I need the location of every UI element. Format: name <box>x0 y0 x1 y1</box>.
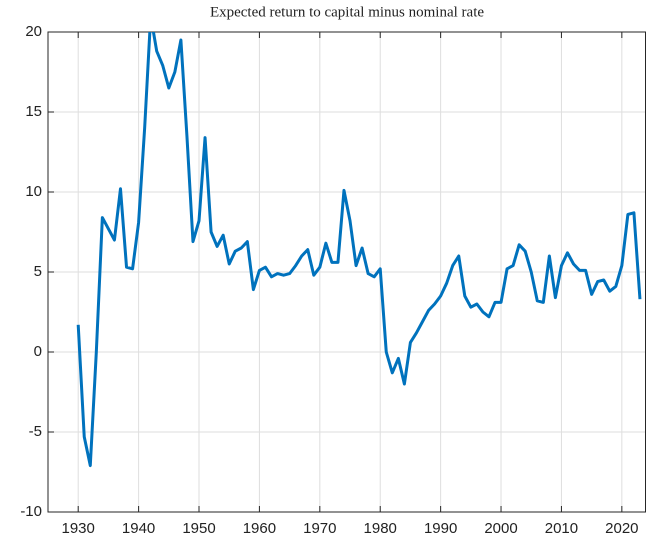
x-tick-label: 1990 <box>424 520 457 537</box>
x-tick-label: 1930 <box>62 520 95 537</box>
x-tick-label: 2010 <box>545 520 578 537</box>
x-tick-label: 1960 <box>243 520 276 537</box>
y-tick-label: 15 <box>25 103 42 120</box>
y-tick-label: -10 <box>20 503 42 520</box>
x-tick-label: 1970 <box>303 520 336 537</box>
data-line <box>76 32 642 468</box>
x-tick-label: 2020 <box>605 520 638 537</box>
x-tick-label: 1940 <box>122 520 155 537</box>
y-tick-label: 10 <box>25 183 42 200</box>
y-tick-label: 0 <box>34 343 42 360</box>
y-tick-label: 20 <box>25 23 42 40</box>
x-tick-label: 1980 <box>364 520 397 537</box>
y-tick-label: -5 <box>29 423 42 440</box>
chart-title: Expected return to capital minus nominal… <box>210 4 484 20</box>
x-tick-label: 2000 <box>484 520 517 537</box>
x-tick-label: 1950 <box>182 520 215 537</box>
y-tick-label: 5 <box>34 263 42 280</box>
